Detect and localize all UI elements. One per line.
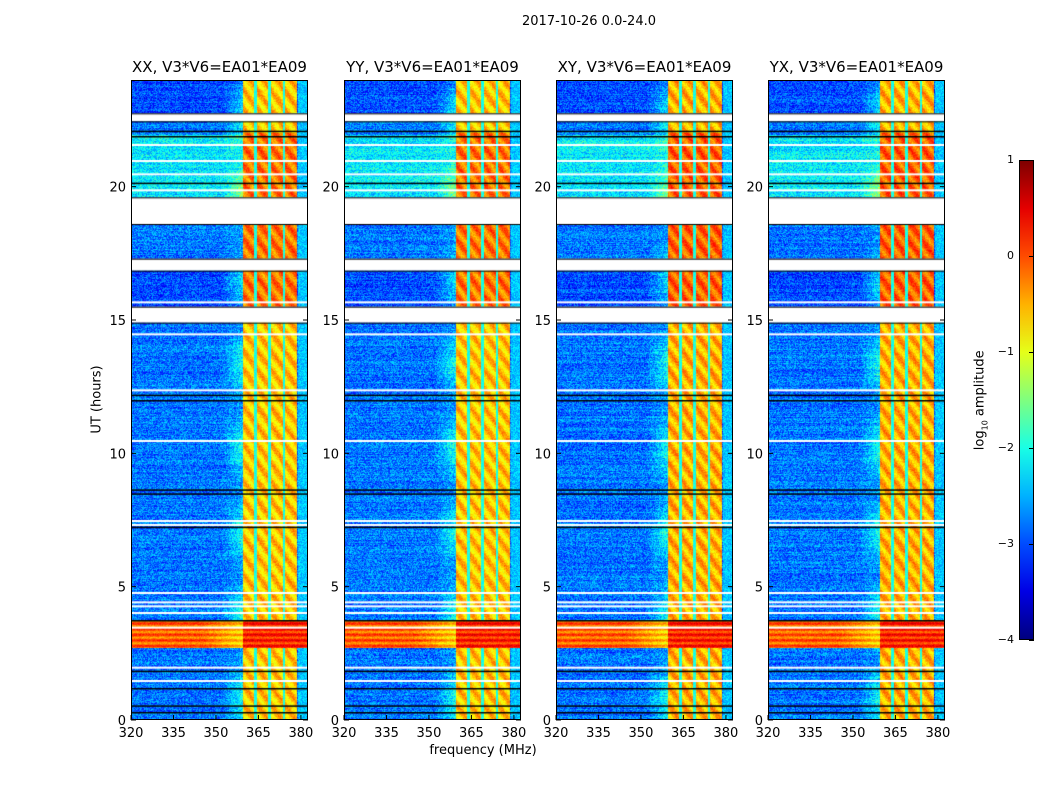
colorbar-tick-label: 0 xyxy=(1007,249,1014,262)
x-axis-label: frequency (MHz) xyxy=(429,743,537,758)
colorbar-tick-mark xyxy=(1029,352,1034,353)
suptitle: 2017-10-26 0.0-24.0 xyxy=(522,14,656,29)
y-tick-label: 20 xyxy=(109,181,126,196)
x-tick-label: 365 xyxy=(246,726,271,741)
colorbar-tick-label: −2 xyxy=(997,441,1014,454)
x-tick-label: 380 xyxy=(502,726,527,741)
spectrogram-image xyxy=(344,80,521,720)
y-tick-label: 5 xyxy=(118,581,126,596)
y-tick-label: 0 xyxy=(331,714,339,729)
colorbar-label-rest: amplitude xyxy=(972,350,988,421)
colorbar-tick-label: 1 xyxy=(1007,153,1014,166)
y-tick-label: 15 xyxy=(534,314,551,329)
x-tick-label: 350 xyxy=(841,726,866,741)
colorbar xyxy=(1019,160,1034,640)
axes-frame xyxy=(768,80,945,720)
y-tick-label: 20 xyxy=(746,181,763,196)
panel-title: XY, V3*V6=EA01*EA09 xyxy=(557,58,732,76)
panel-xy: 320 335 350 365 380 0 5 10 15 20 xyxy=(534,80,738,741)
x-tick-label: 335 xyxy=(798,726,823,741)
axes-frame xyxy=(344,80,521,720)
x-tick-label: 320 xyxy=(544,726,569,741)
x-tick-label: 350 xyxy=(204,726,229,741)
y-tick-label: 10 xyxy=(746,447,763,462)
y-tick-label: 15 xyxy=(322,314,339,329)
x-tick-label: 365 xyxy=(671,726,696,741)
y-axis-label: UT (hours) xyxy=(89,365,105,434)
x-tick-label: 350 xyxy=(417,726,442,741)
axes-frame xyxy=(556,80,733,720)
x-tick-label: 380 xyxy=(289,726,314,741)
x-tick-label: 320 xyxy=(756,726,781,741)
panel-yx: 320 335 350 365 380 0 5 10 15 20 xyxy=(746,80,950,741)
x-tick-label: 350 xyxy=(629,726,654,741)
y-tick-label: 15 xyxy=(746,314,763,329)
colorbar-tick-mark xyxy=(1029,256,1034,257)
panel-title: YX, V3*V6=EA01*EA09 xyxy=(769,58,944,76)
x-tick-label: 365 xyxy=(883,726,908,741)
spectrogram-image xyxy=(556,80,733,720)
x-tick-label: 320 xyxy=(332,726,357,741)
x-tick-label: 335 xyxy=(586,726,611,741)
y-tick-label: 0 xyxy=(118,714,126,729)
colorbar-label-sub: 10 xyxy=(980,420,990,431)
axes-frame xyxy=(131,80,308,720)
panel-title: XX, V3*V6=EA01*EA09 xyxy=(132,58,307,76)
axes: 320 335 350 365 380 0 5 10 15 20 xyxy=(109,80,313,741)
y-tick-label: 15 xyxy=(109,314,126,329)
x-tick-label: 335 xyxy=(374,726,399,741)
x-tick-label: 320 xyxy=(119,726,144,741)
colorbar-label-main: log xyxy=(972,430,988,451)
colorbar-tick-label: −4 xyxy=(997,633,1014,646)
x-tick-label: 335 xyxy=(161,726,186,741)
x-tick-label: 365 xyxy=(459,726,484,741)
y-tick-label: 5 xyxy=(755,581,763,596)
colorbar-tick-label: −1 xyxy=(997,345,1014,358)
colorbar-tick-mark xyxy=(1029,160,1034,161)
panel-title: YY, V3*V6=EA01*EA09 xyxy=(346,58,519,76)
spectrogram-image xyxy=(768,80,945,720)
colorbar-tick-mark xyxy=(1029,448,1034,449)
y-tick-label: 0 xyxy=(755,714,763,729)
axes: 320 335 350 365 380 0 5 10 15 20 xyxy=(746,80,950,741)
y-tick-label: 5 xyxy=(543,581,551,596)
colorbar-tick-mark xyxy=(1029,544,1034,545)
panel-xx: 320 335 350 365 380 0 5 10 15 20 xyxy=(109,80,313,741)
y-tick-label: 5 xyxy=(331,581,339,596)
colorbar-label: log10 amplitude xyxy=(973,340,990,460)
y-tick-label: 10 xyxy=(109,447,126,462)
x-tick-label: 380 xyxy=(926,726,951,741)
colorbar-tick-label: −3 xyxy=(997,537,1014,550)
y-tick-label: 20 xyxy=(534,181,551,196)
y-tick-label: 20 xyxy=(322,181,339,196)
spectrogram-image xyxy=(131,80,308,720)
y-tick-label: 0 xyxy=(543,714,551,729)
y-tick-label: 10 xyxy=(534,447,551,462)
panel-yy: 320 335 350 365 380 0 5 10 15 20 xyxy=(322,80,526,741)
x-tick-label: 380 xyxy=(714,726,739,741)
y-tick-label: 10 xyxy=(322,447,339,462)
axes: 320 335 350 365 380 0 5 10 15 20 xyxy=(322,80,526,741)
colorbar-tick-mark xyxy=(1029,640,1034,641)
axes: 320 335 350 365 380 0 5 10 15 20 xyxy=(534,80,738,741)
